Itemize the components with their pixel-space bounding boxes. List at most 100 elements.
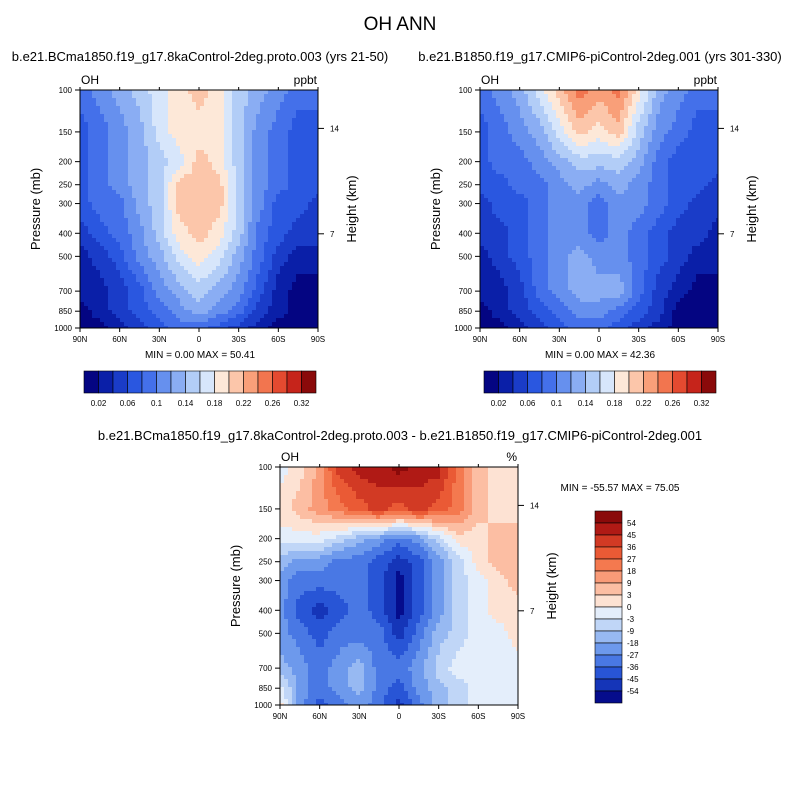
field-cell [240,194,244,198]
field-cell [312,134,316,138]
field-cell [232,102,236,106]
field-cell [112,306,116,310]
field-cell [512,122,516,126]
field-cell [312,198,316,202]
field-cell [560,94,564,98]
field-cell [528,118,532,122]
field-cell [112,198,116,202]
field-cell [120,302,124,306]
field-cell [88,102,92,106]
field-cell [616,102,620,106]
field-cell [224,154,228,158]
field-cell [100,146,104,150]
field-cell [208,106,212,110]
field-cell [220,206,224,210]
field-cell [136,266,140,270]
field-cell [132,258,136,262]
field-cell [608,166,612,170]
field-cell [116,126,120,130]
field-cell [652,146,656,150]
field-cell [480,122,484,126]
field-cell [216,94,220,98]
field-cell [188,206,192,210]
field-cell [100,210,104,214]
field-cell [136,94,140,98]
field-cell [708,106,712,110]
field-cell [492,122,496,126]
field-cell [272,294,276,298]
field-cell [128,158,132,162]
field-cell [96,154,100,158]
field-cell [232,282,236,286]
field-cell [80,98,84,102]
field-cell [704,90,708,94]
field-cell [200,290,204,294]
field-cell [156,238,160,242]
field-cell [212,90,216,94]
field-cell [612,138,616,142]
field-cell [224,234,228,238]
field-cell [108,134,112,138]
field-cell [300,166,304,170]
field-cell [628,114,632,118]
field-cell [220,202,224,206]
field-cell [632,174,636,178]
field-cell [132,270,136,274]
field-cell [284,282,288,286]
field-cell [272,154,276,158]
field-cell [572,98,576,102]
field-cell [524,90,528,94]
field-cell [168,218,172,222]
field-cell [296,318,300,322]
field-cell [96,250,100,254]
field-cell [676,158,680,162]
field-cell [172,182,176,186]
field-cell [124,94,128,98]
field-cell [636,98,640,102]
field-cell [156,142,160,146]
field-cell [644,174,648,178]
field-cell [612,150,616,154]
field-cell [96,234,100,238]
field-cell [244,278,248,282]
field-cell [588,166,592,170]
field-cell [504,162,508,166]
field-cell [156,298,160,302]
field-cell [164,90,168,94]
field-cell [240,258,244,262]
field-cell [164,170,168,174]
field-cell [168,134,172,138]
field-cell [312,178,316,182]
field-cell [224,310,228,314]
field-cell [152,170,156,174]
field-cell [684,130,688,134]
field-cell [168,222,172,226]
field-cell [296,146,300,150]
field-cell [304,102,308,106]
field-cell [172,214,176,218]
field-cell [176,314,180,318]
field-cell [92,318,96,322]
field-cell [152,258,156,262]
field-cell [152,250,156,254]
field-cell [124,210,128,214]
field-cell [260,142,264,146]
field-cell [108,274,112,278]
field-cell [308,262,312,266]
field-cell [196,126,200,130]
field-cell [236,314,240,318]
field-cell [208,130,212,134]
field-cell [132,158,136,162]
field-cell [228,110,232,114]
field-cell [112,218,116,222]
field-cell [232,134,236,138]
field-cell [596,158,600,162]
field-cell [112,286,116,290]
field-cell [248,234,252,238]
field-cell [280,282,284,286]
field-cell [188,122,192,126]
field-cell [564,166,568,170]
field-cell [604,170,608,174]
field-cell [104,274,108,278]
field-cell [568,142,572,146]
